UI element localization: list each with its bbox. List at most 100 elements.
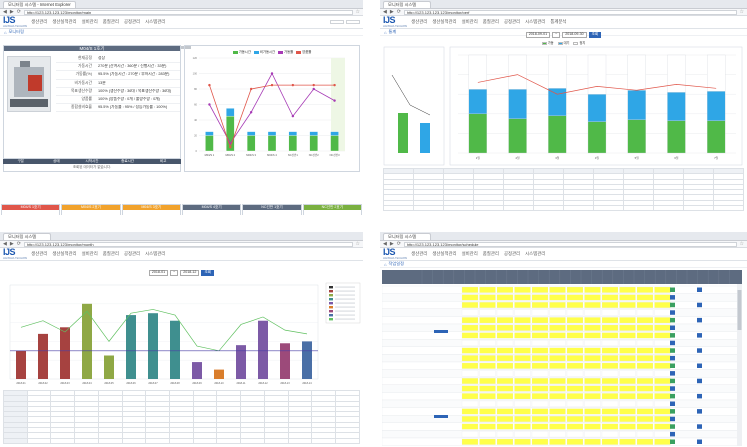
menu-item[interactable]: 설비관리 <box>81 251 98 256</box>
back-icon[interactable]: ◀ <box>3 241 7 247</box>
schedule-cell <box>654 302 671 308</box>
login-field[interactable] <box>346 20 360 24</box>
home-icon[interactable]: ⌂ <box>384 261 387 267</box>
refresh-icon[interactable]: ⟳ <box>16 241 21 247</box>
home-icon[interactable]: ⌂ <box>384 29 387 35</box>
url-input[interactable]: http://123.123.123.123/monitor/perf <box>403 9 737 15</box>
browser-tab[interactable]: 모니터링 시스템 <box>383 0 431 8</box>
menu-item[interactable]: 품질관리 <box>102 251 119 256</box>
schedule-cell <box>636 340 654 346</box>
machine-thumbnail[interactable]: NC선반 1호기 <box>242 204 302 215</box>
star-icon[interactable]: ☆ <box>739 9 744 15</box>
data-point <box>249 111 253 114</box>
url-input[interactable]: http://123.123.123.123/monitor/month <box>23 241 353 247</box>
menu-item[interactable]: 공정관리 <box>123 251 141 256</box>
menu-item[interactable]: 설비관리 <box>81 19 98 24</box>
menu-item[interactable]: 설비관리 <box>461 19 478 24</box>
menu-item[interactable]: 생산관리 <box>411 251 428 256</box>
end-month-input[interactable]: 2018-12 <box>180 270 200 276</box>
schedule-cell <box>584 416 601 422</box>
data-point <box>312 83 315 87</box>
end-date-input[interactable]: 2018-09-30 <box>562 32 587 38</box>
schedule-cell <box>654 408 671 415</box>
chart-svg: 2018-01 2018-02 2018-03 2018-04 2018-05 2018-… <box>9 282 361 385</box>
menu-item[interactable]: 생산관리 <box>31 19 48 24</box>
trend-line <box>20 309 308 352</box>
refresh-icon[interactable]: ⟳ <box>396 241 401 247</box>
legend-item[interactable]: 정지 <box>573 40 585 45</box>
back-icon[interactable]: ◀ <box>383 241 387 247</box>
schedule-cell <box>566 438 584 445</box>
machine-thumbnail[interactable]: NC선반 2호기 <box>302 204 362 215</box>
forward-icon[interactable]: ▶ <box>389 9 394 15</box>
url-input[interactable]: http://123.123.123.123/monitor/schedule <box>403 241 737 247</box>
company-logo[interactable]: IJS HANWHA TECHWIN <box>3 15 28 29</box>
forward-icon[interactable]: ▶ <box>9 9 14 15</box>
bar <box>246 131 256 136</box>
company-logo[interactable]: IJS HANWHA TECHWIN <box>3 247 28 261</box>
window-dashboard: 모니터링 시스템 - Internet Explorer ◀ ▶ ⟳ http:… <box>0 0 363 215</box>
refresh-icon[interactable]: ⟳ <box>16 9 21 15</box>
back-icon[interactable]: ◀ <box>3 9 7 15</box>
forward-icon[interactable]: ▶ <box>389 241 394 247</box>
browser-tab[interactable]: 모니터링 시스템 - Internet Explorer <box>3 0 76 8</box>
menu-item[interactable]: 생산실적관리 <box>432 251 457 256</box>
machine-thumbnail[interactable]: M04/S 1호기 <box>1 204 61 215</box>
company-logo[interactable]: IJS HANWHA TECHWIN <box>383 247 408 261</box>
schedule-cell <box>549 340 566 346</box>
menu-item[interactable]: 통계분석 <box>550 19 567 24</box>
scrollbar-thumb <box>737 290 742 330</box>
schedule-cell <box>549 431 566 438</box>
machine-thumbnail[interactable]: M04/S 3호기 <box>121 204 181 215</box>
menu-item[interactable]: 생산실적관리 <box>432 19 457 24</box>
schedule-cell <box>636 431 654 438</box>
legend-item[interactable]: 대기 <box>557 40 569 45</box>
home-icon[interactable]: ⌂ <box>4 29 7 35</box>
start-date-input[interactable]: 2018-09-01 <box>525 32 551 38</box>
menu-item[interactable]: 공정관리 <box>503 19 521 24</box>
star-icon[interactable]: ☆ <box>355 241 360 247</box>
menu-item[interactable]: 품질관리 <box>102 19 119 24</box>
schedule-cell <box>584 370 601 377</box>
star-icon[interactable]: ☆ <box>739 241 744 247</box>
login-field[interactable] <box>330 20 344 24</box>
legend-item[interactable]: 양품률 <box>296 49 311 54</box>
star-icon[interactable]: ☆ <box>355 9 360 15</box>
schedule-cell <box>514 347 531 354</box>
menu-item[interactable]: 생산실적관리 <box>52 251 77 256</box>
legend-item[interactable]: 가동률 <box>278 49 293 54</box>
forward-icon[interactable]: ▶ <box>9 241 14 247</box>
menu-item[interactable]: 생산관리 <box>31 251 48 256</box>
menu-item[interactable]: 설비관리 <box>461 251 478 256</box>
browser-tab[interactable]: 모니터링 시스템 <box>383 232 431 240</box>
machine-thumbnail[interactable]: M04/S 2호기 <box>61 204 121 215</box>
menu-item[interactable]: 품질관리 <box>482 19 499 24</box>
legend-item[interactable]: 가동 <box>541 40 554 45</box>
search-button[interactable]: 조회 <box>201 270 215 276</box>
schedule-cell <box>566 423 584 430</box>
back-icon[interactable]: ◀ <box>383 9 387 15</box>
machine-thumbnail[interactable]: M04/S 4호기 <box>181 204 242 215</box>
menu-item[interactable]: 시스템관리 <box>525 251 546 256</box>
company-logo[interactable]: IJS HANWHA TECHWIN <box>383 15 408 29</box>
browser-tab[interactable]: 모니터링 시스템 <box>3 232 51 240</box>
schedule-cell <box>514 393 531 400</box>
schedule-cell <box>654 362 671 369</box>
schedule-cell <box>461 438 479 445</box>
url-input[interactable]: http://123.123.123.123/monitor/main <box>23 9 353 15</box>
menu-item[interactable]: 시스템관리 <box>145 19 166 24</box>
menu-item[interactable]: 시스템관리 <box>145 251 166 256</box>
menu-item[interactable]: 공정관리 <box>123 19 141 24</box>
menu-item[interactable]: 생산실적관리 <box>52 19 77 24</box>
legend-item[interactable]: 가동시간 <box>232 49 251 54</box>
menu-item[interactable]: 시스템관리 <box>525 19 546 24</box>
menu-item[interactable]: 공정관리 <box>503 251 521 256</box>
menu-item[interactable]: 생산관리 <box>411 19 428 24</box>
status-icon <box>670 424 675 429</box>
start-month-input[interactable]: 2018-01 <box>148 270 169 276</box>
refresh-icon[interactable]: ⟳ <box>396 9 401 15</box>
menu-item[interactable]: 품질관리 <box>482 251 499 256</box>
status-icon <box>670 317 675 323</box>
legend-item[interactable]: 비가동시간 <box>253 49 275 54</box>
search-button[interactable]: 조회 <box>588 32 602 38</box>
